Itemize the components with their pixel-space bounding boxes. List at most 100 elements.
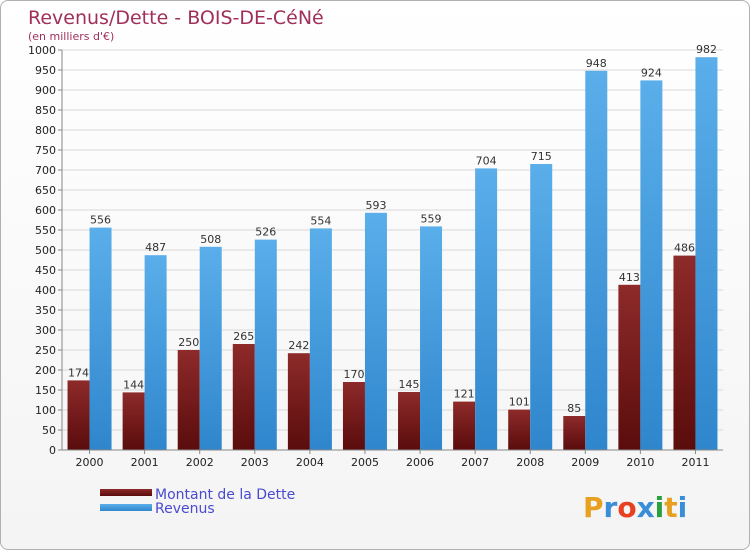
- x-tick-label-2005: 2005: [351, 456, 379, 469]
- y-tick-label: 800: [35, 124, 56, 137]
- data-label-debt-2007: 121: [454, 388, 475, 401]
- bar-revenue-2001: [144, 255, 167, 450]
- x-tick-label-2008: 2008: [516, 456, 544, 469]
- bar-revenue-2003: [254, 239, 277, 450]
- bar-debt-2011: [673, 255, 696, 450]
- bar-debt-2010: [618, 284, 641, 450]
- legend-label-revenue: Revenus: [155, 501, 215, 517]
- data-label-debt-2010: 413: [619, 271, 640, 284]
- y-tick-label: 650: [35, 184, 56, 197]
- legend-swatch-revenue: [100, 504, 152, 511]
- bar-revenue-2008: [530, 164, 553, 450]
- legend-label-debt: Montant de la Dette: [155, 487, 295, 503]
- bar-revenue-2005: [364, 212, 387, 450]
- logo-letter: i: [655, 491, 665, 524]
- y-tick-label: 250: [35, 344, 56, 357]
- logo-letter: P: [583, 491, 604, 524]
- data-labels: 174 556 144 487 250 508 265 526 242 554 170 593 145 5…: [68, 43, 717, 415]
- y-tick-label: 950: [35, 64, 56, 77]
- data-label-debt-2009: 85: [567, 402, 581, 415]
- bar-debt-2003: [232, 344, 255, 450]
- data-label-debt-2003: 265: [233, 330, 254, 343]
- bar-revenue-2002: [199, 246, 222, 450]
- bar-debt-2008: [508, 409, 531, 450]
- bar-debt-2001: [122, 392, 145, 450]
- proxiti-logo: Proxiti: [583, 491, 687, 524]
- chart-subtitle: (en milliers d'€): [28, 30, 114, 43]
- y-tick-label: 900: [35, 84, 56, 97]
- x-tick-label-2001: 2001: [131, 456, 159, 469]
- y-axis-ticks: 0 50 100 150 200 250 300 350 400 450 500 550 600 650 7…: [28, 44, 62, 457]
- bar-debt-2006: [398, 392, 421, 450]
- data-label-debt-2004: 242: [288, 339, 309, 352]
- data-label-debt-2006: 145: [399, 378, 420, 391]
- bar-debt-2005: [342, 382, 365, 450]
- bar-debt-2000: [67, 380, 90, 450]
- logo-letter: t: [664, 491, 677, 524]
- y-tick-label: 850: [35, 104, 56, 117]
- logo-letter: o: [617, 491, 636, 524]
- data-label-revenue-2003: 526: [255, 226, 276, 239]
- data-label-revenue-2006: 559: [421, 212, 442, 225]
- y-tick-label: 50: [42, 424, 56, 437]
- x-tick-label-2010: 2010: [626, 456, 654, 469]
- data-label-revenue-2008: 715: [531, 150, 552, 163]
- bar-revenue-2004: [309, 228, 332, 450]
- data-label-revenue-2007: 704: [476, 154, 497, 167]
- bar-debt-2002: [177, 350, 200, 450]
- y-tick-label: 1000: [28, 44, 56, 57]
- bar-revenue-2011: [695, 57, 718, 450]
- bar-debt-2009: [563, 416, 586, 450]
- y-tick-label: 500: [35, 244, 56, 257]
- y-tick-label: 350: [35, 304, 56, 317]
- data-label-revenue-2009: 948: [586, 57, 607, 70]
- y-tick-label: 600: [35, 204, 56, 217]
- y-tick-label: 400: [35, 284, 56, 297]
- data-label-revenue-2004: 554: [310, 214, 331, 227]
- data-label-revenue-2001: 487: [145, 241, 166, 254]
- legend: Montant de la Dette Revenus: [100, 487, 295, 517]
- y-tick-label: 550: [35, 224, 56, 237]
- legend-swatch-debt: [100, 489, 152, 496]
- bar-revenue-2009: [585, 70, 608, 451]
- data-label-revenue-2002: 508: [200, 233, 221, 246]
- logo-letter: i: [678, 491, 688, 524]
- data-label-debt-2005: 170: [343, 368, 364, 381]
- bars: [67, 57, 718, 451]
- x-tick-label-2007: 2007: [461, 456, 489, 469]
- x-tick-label-2009: 2009: [571, 456, 599, 469]
- logo-letter: x: [637, 491, 655, 524]
- data-label-debt-2001: 144: [123, 378, 144, 391]
- x-tick-label-2011: 2011: [681, 456, 709, 469]
- bar-revenue-2000: [89, 227, 112, 450]
- data-label-revenue-2005: 593: [365, 199, 386, 212]
- bar-debt-2004: [287, 353, 310, 450]
- data-label-debt-2008: 101: [509, 396, 530, 409]
- data-label-revenue-2010: 924: [641, 66, 662, 79]
- chart-title: Revenus/Dette - BOIS-DE-CéNé: [28, 7, 324, 29]
- y-tick-label: 450: [35, 264, 56, 277]
- y-tick-label: 150: [35, 384, 56, 397]
- bar-revenue-2006: [420, 226, 443, 450]
- y-tick-label: 0: [49, 444, 56, 457]
- y-tick-label: 200: [35, 364, 56, 377]
- x-tick-label-2003: 2003: [241, 456, 269, 469]
- x-axis-ticks: 2000 2001 2002 2003 2004 2005 2006 2007 2008 2009…: [76, 450, 709, 469]
- data-label-debt-2002: 250: [178, 336, 199, 349]
- data-label-debt-2011: 486: [674, 242, 695, 255]
- x-tick-label-2000: 2000: [76, 456, 104, 469]
- data-label-revenue-2000: 556: [90, 214, 111, 227]
- y-tick-label: 300: [35, 324, 56, 337]
- data-label-revenue-2011: 982: [696, 43, 717, 56]
- data-label-debt-2000: 174: [68, 366, 89, 379]
- x-tick-label-2004: 2004: [296, 456, 324, 469]
- bar-revenue-2010: [640, 80, 663, 451]
- logo-letter: r: [604, 491, 618, 524]
- bar-debt-2007: [453, 401, 476, 450]
- x-tick-label-2002: 2002: [186, 456, 214, 469]
- y-tick-label: 700: [35, 164, 56, 177]
- bar-revenue-2007: [475, 168, 498, 450]
- y-tick-label: 750: [35, 144, 56, 157]
- y-tick-label: 100: [35, 404, 56, 417]
